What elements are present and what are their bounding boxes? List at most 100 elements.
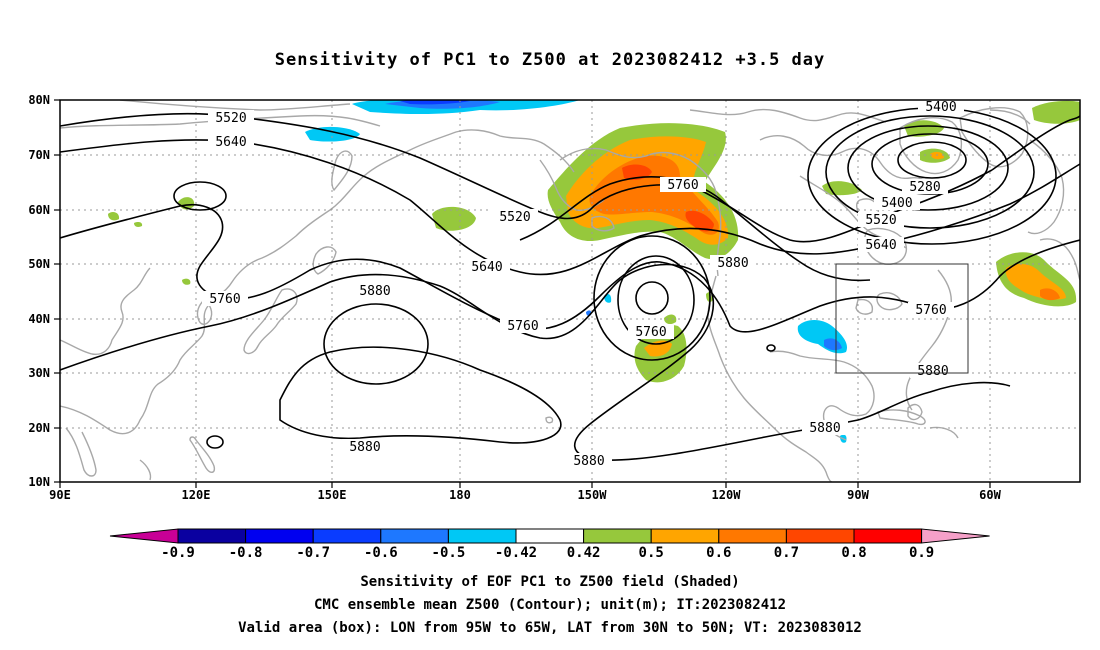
footer-line-3: Valid area (box): LON from 95W to 65W, L…: [238, 620, 862, 636]
svg-text:5640: 5640: [865, 238, 896, 253]
contour-label: 5400: [918, 99, 964, 115]
colorbar-segment: [447, 528, 517, 544]
lat-tick-label: 80N: [28, 93, 50, 107]
lat-axis: 80N 70N 60N 50N 40N 30N 20N 10N: [28, 93, 60, 489]
lon-tick-label: 90W: [847, 488, 869, 502]
lon-tick-label: 150E: [318, 488, 347, 502]
positive-patch-baja-orange: [644, 340, 672, 357]
positive-patch-east-asia-2: [134, 222, 143, 227]
svg-text:5520: 5520: [865, 213, 896, 228]
colorbar-right-arrow: [921, 528, 990, 544]
svg-text:5880: 5880: [573, 454, 604, 469]
positive-patch-gulf-of-alaska-core2: [622, 164, 652, 180]
positive-patch-bering-sea: [432, 206, 476, 231]
colorbar-segment: [380, 528, 449, 544]
colorbar-left-arrow: [109, 528, 179, 544]
contour-label: 5520: [208, 110, 254, 126]
colorbar-label: 0.5: [639, 545, 664, 561]
positive-patch-greenland: [1032, 100, 1080, 124]
contour-label: 5280: [902, 179, 948, 195]
svg-text:5880: 5880: [349, 440, 380, 455]
contour-label: 5760: [908, 302, 954, 318]
contour-label: 5880: [802, 420, 848, 436]
positive-patch-baffin: [904, 120, 944, 137]
colorbar-segment: [583, 528, 652, 544]
svg-text:5880: 5880: [809, 421, 840, 436]
svg-text:5760: 5760: [667, 178, 698, 193]
lat-tick-label: 60N: [28, 203, 50, 217]
svg-text:5520: 5520: [215, 111, 246, 126]
colorbar-label: -0.7: [296, 545, 330, 561]
contour-label: 5760: [628, 324, 674, 340]
negative-patch-gulf-states-core: [824, 338, 842, 351]
lon-tick-label: 60W: [979, 488, 1001, 502]
colorbar-segment: [718, 528, 787, 544]
colorbar-segment: [177, 528, 247, 544]
contour-label: 5640: [464, 259, 510, 275]
contour-label: 5640: [208, 134, 254, 150]
lon-tick-label: 90E: [49, 488, 71, 502]
svg-text:5760: 5760: [635, 325, 666, 340]
contour-label: 5880: [910, 363, 956, 379]
contour-label: 5880: [342, 439, 388, 455]
svg-text:5640: 5640: [215, 135, 246, 150]
lat-tick-label: 50N: [28, 257, 50, 271]
lon-tick-label: 180: [449, 488, 471, 502]
svg-text:5280: 5280: [909, 180, 940, 195]
negative-patch-north-pacific-inner: [400, 100, 470, 105]
contour-label: 5880: [710, 255, 756, 271]
positive-patch-west-pacific-2: [182, 278, 191, 285]
contour-label: 5760: [660, 177, 706, 193]
svg-text:5880: 5880: [917, 364, 948, 379]
contour-label: 5880: [352, 283, 398, 299]
colorbar-segment: [853, 528, 923, 544]
plot-frame: [59, 99, 1081, 483]
svg-text:5880: 5880: [359, 284, 390, 299]
contour-label: 5520: [858, 212, 904, 228]
colorbar-label: 0.6: [706, 545, 731, 561]
colorbar-label: -0.8: [229, 545, 263, 561]
svg-text:5400: 5400: [925, 100, 956, 115]
colorbar-segment: [515, 528, 585, 544]
lat-tick-label: 20N: [28, 421, 50, 435]
grid: [60, 100, 1080, 482]
colorbar-label: 0.7: [774, 545, 799, 561]
colorbar-segment: [245, 528, 314, 544]
contour-label: 5400: [874, 195, 920, 211]
negative-patch-bering: [305, 126, 360, 142]
svg-text:5760: 5760: [915, 303, 946, 318]
contour-label: 5520: [492, 209, 538, 225]
lon-axis: 90E 120E 150E 180 150W 120W 90W 60W: [49, 482, 1002, 502]
lat-tick-label: 10N: [28, 475, 50, 489]
positive-patch-east-asia: [108, 211, 120, 221]
colorbar-segment: [312, 528, 382, 544]
footer-line-1: Sensitivity of EOF PC1 to Z500 field (Sh…: [360, 574, 740, 590]
contour-label: 5640: [858, 237, 904, 253]
colorbar-label: -0.9: [161, 545, 195, 561]
contour-label: 5760: [202, 291, 248, 307]
colorbar-label: 0.42: [567, 545, 601, 561]
colorbar-segment: [785, 528, 855, 544]
colorbar-label: -0.5: [432, 545, 466, 561]
positive-patch-baja-north: [664, 314, 677, 325]
lat-tick-label: 40N: [28, 312, 50, 326]
lon-tick-label: 150W: [578, 488, 608, 502]
svg-text:5880: 5880: [717, 256, 748, 271]
positive-patch-baffin-orange: [930, 151, 944, 160]
contour-label: 5760: [500, 318, 546, 334]
valid-area-box: [835, 263, 969, 374]
lon-tick-label: 120W: [712, 488, 742, 502]
lon-tick-label: 120E: [182, 488, 211, 502]
svg-text:5400: 5400: [881, 196, 912, 211]
svg-text:5760: 5760: [209, 292, 240, 307]
colorbar-label: 0.8: [841, 545, 866, 561]
lat-tick-label: 70N: [28, 148, 50, 162]
colorbar-label: -0.6: [364, 545, 398, 561]
colorbar-label: 0.9: [909, 545, 934, 561]
svg-text:5520: 5520: [499, 210, 530, 225]
lat-tick-label: 30N: [28, 366, 50, 380]
positive-patch-gulf-of-alaska-core: [685, 210, 714, 232]
positive-patch-north-atlantic-core: [1040, 288, 1060, 301]
contour-labels: 5520 5640 5400 5760 5280 5400 5520 5640 …: [202, 99, 964, 469]
